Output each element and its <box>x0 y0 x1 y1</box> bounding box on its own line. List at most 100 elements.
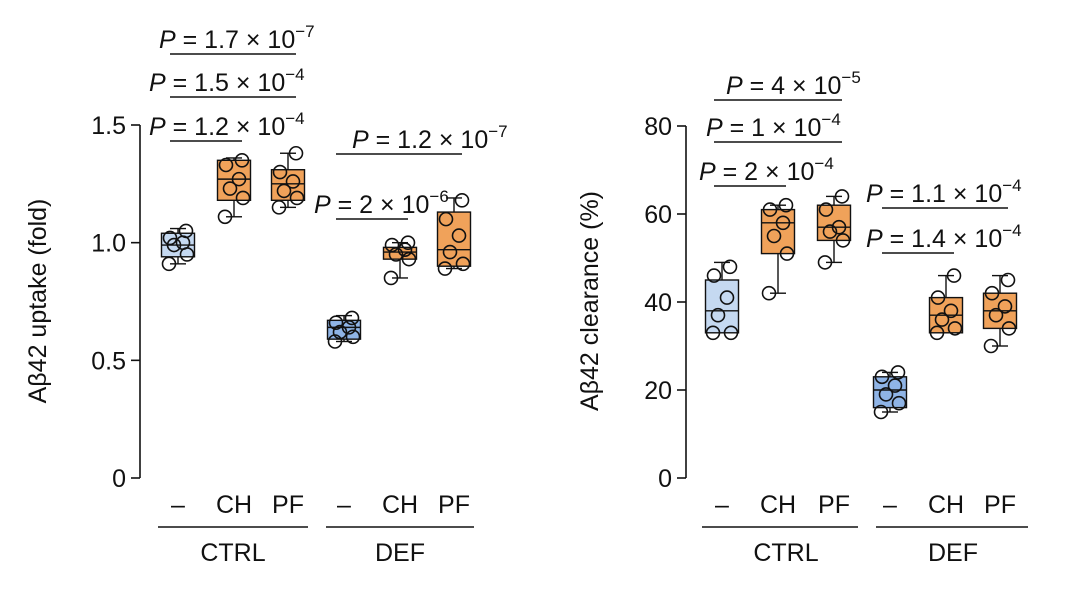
data-point <box>890 365 906 380</box>
box-3 <box>872 365 908 420</box>
category-label: CH <box>382 491 418 519</box>
data-point <box>710 307 726 323</box>
box-1 <box>760 197 796 301</box>
data-point <box>217 209 233 225</box>
data-point <box>437 261 453 276</box>
p-value-annotation: P = 4 × 10−5 <box>714 68 861 101</box>
box-2 <box>816 189 852 270</box>
category-label: PF <box>272 491 304 519</box>
data-point <box>766 228 782 244</box>
y-axis-label: Aβ42 clearance (%) <box>576 191 604 411</box>
box-5 <box>982 272 1018 354</box>
p-value-exponent: −6 <box>429 187 448 206</box>
data-point <box>1001 321 1017 336</box>
p-value-annotation: P = 1.4 × 10−4 <box>866 221 1022 254</box>
p-value-base: = 1.7 × 10 <box>176 26 296 54</box>
data-point <box>722 259 738 275</box>
y-tick-label: 0 <box>112 465 126 493</box>
data-point <box>285 174 301 189</box>
p-value-label: P = 1.4 × 10−4 <box>866 221 1022 253</box>
data-point <box>997 299 1013 314</box>
data-point <box>984 285 1000 301</box>
box-1 <box>216 153 252 225</box>
category-label: – <box>883 491 897 519</box>
p-symbol: P <box>352 126 369 154</box>
data-point <box>234 153 250 168</box>
p-value-label: P = 1.7 × 10−7 <box>159 22 315 54</box>
data-point <box>835 233 851 248</box>
p-value-base: = 1.4 × 10 <box>883 225 1003 253</box>
data-point <box>930 290 946 305</box>
box-body <box>704 279 740 334</box>
p-value-label: P = 1.1 × 10−4 <box>866 176 1022 208</box>
data-point <box>383 270 399 286</box>
category-label: CH <box>760 491 796 519</box>
data-point <box>222 181 238 196</box>
data-point <box>345 329 361 345</box>
data-point <box>946 268 962 283</box>
data-point <box>344 310 360 326</box>
data-point <box>388 247 404 262</box>
p-value-label: P = 1.5 × 10−4 <box>149 65 305 97</box>
data-point <box>438 211 454 227</box>
p-value-base: = 2 × 10 <box>331 191 430 219</box>
data-point <box>341 320 357 335</box>
data-point <box>231 171 247 187</box>
p-value-annotation: P = 1.5 × 10−4 <box>149 65 305 98</box>
box-3 <box>326 310 362 349</box>
data-point <box>719 290 735 305</box>
p-value-annotation: P = 1 × 10−4 <box>706 110 842 143</box>
p-symbol: P <box>149 69 166 97</box>
category-label: PF <box>984 491 1016 519</box>
data-point <box>874 369 890 385</box>
p-value-exponent: −7 <box>295 22 314 41</box>
data-point <box>442 244 458 260</box>
data-point <box>817 255 833 270</box>
p-value-exponent: −4 <box>1002 176 1021 195</box>
y-tick-label: 0 <box>658 465 672 493</box>
y-tick-label: 0.5 <box>91 347 126 375</box>
p-symbol: P <box>699 158 716 186</box>
group-label: CTRL <box>753 539 818 567</box>
data-point <box>178 223 194 239</box>
p-value-annotation: P = 2 × 10−6 <box>314 187 449 220</box>
p-value-exponent: −4 <box>285 65 304 84</box>
p-value-label: P = 1.2 × 10−4 <box>149 109 305 141</box>
box-0 <box>160 223 196 272</box>
data-point <box>271 200 287 215</box>
p-value-base: = 1.2 × 10 <box>369 126 489 154</box>
y-tick-label: 20 <box>644 377 672 405</box>
data-point <box>400 235 416 250</box>
p-value-base: = 4 × 10 <box>743 72 842 100</box>
data-point <box>272 164 288 180</box>
data-point <box>451 228 467 243</box>
box-4 <box>382 235 418 286</box>
data-point <box>1000 272 1016 288</box>
data-point <box>887 378 903 393</box>
data-point <box>878 387 894 402</box>
data-point <box>328 315 344 330</box>
p-value-base: = 1 × 10 <box>723 114 822 142</box>
category-label: PF <box>438 491 470 519</box>
data-point <box>891 395 907 411</box>
data-point <box>761 285 777 301</box>
data-point <box>834 189 850 204</box>
p-value-label: P = 4 × 10−5 <box>726 68 861 100</box>
data-point <box>162 230 178 246</box>
data-point <box>779 246 795 261</box>
p-value-annotation: P = 2 × 10−4 <box>699 154 834 187</box>
group-label: DEF <box>375 539 425 567</box>
category-label: – <box>337 491 351 519</box>
category-label: CH <box>928 491 964 519</box>
y-tick-label: 40 <box>644 289 672 317</box>
p-value-label: P = 2 × 10−6 <box>314 187 449 219</box>
p-value-exponent: −4 <box>1002 221 1021 240</box>
data-point <box>831 219 847 235</box>
group-label: DEF <box>928 539 978 567</box>
data-point <box>454 193 470 208</box>
category-label: CH <box>216 491 252 519</box>
y-tick-label: 80 <box>644 113 672 141</box>
p-value-annotation: P = 1.1 × 10−4 <box>866 176 1022 209</box>
